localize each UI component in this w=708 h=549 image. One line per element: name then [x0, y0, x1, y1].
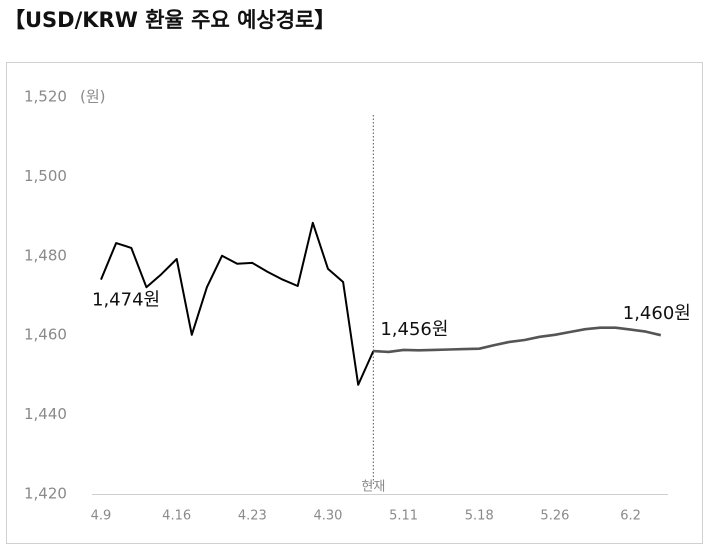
x-tick-label: 5.26 — [540, 509, 569, 524]
x-tick-label: 5.11 — [389, 509, 418, 524]
x-tick-label: 6.2 — [620, 509, 641, 524]
series-line — [373, 326, 662, 354]
data-label: 1,460원 — [623, 303, 691, 324]
y-tick-label: 1,480 — [24, 246, 67, 264]
chart-frame — [6, 62, 703, 544]
x-tick-label: 4.16 — [162, 509, 191, 524]
data-label: 1,474원 — [92, 290, 160, 311]
chart-title: 【USD/KRW 환율 주요 예상경로】 — [4, 8, 335, 32]
y-tick-label: 1,460 — [24, 326, 67, 344]
x-tick-label: 5.18 — [465, 509, 494, 524]
y-tick-label: 1,420 — [24, 485, 67, 503]
x-tick-label: 4.9 — [91, 509, 112, 524]
x-tick-label: 4.23 — [238, 509, 267, 524]
y-tick-label: 1,520 — [24, 88, 67, 106]
current-label: 현재 — [361, 480, 385, 495]
series-line — [100, 221, 375, 386]
x-tick-label: 4.30 — [313, 509, 342, 524]
y-tick-label: 1,440 — [24, 405, 67, 423]
y-unit: (원) — [80, 88, 106, 106]
y-tick-label: 1,500 — [24, 167, 67, 185]
data-label: 1,456원 — [380, 319, 448, 340]
